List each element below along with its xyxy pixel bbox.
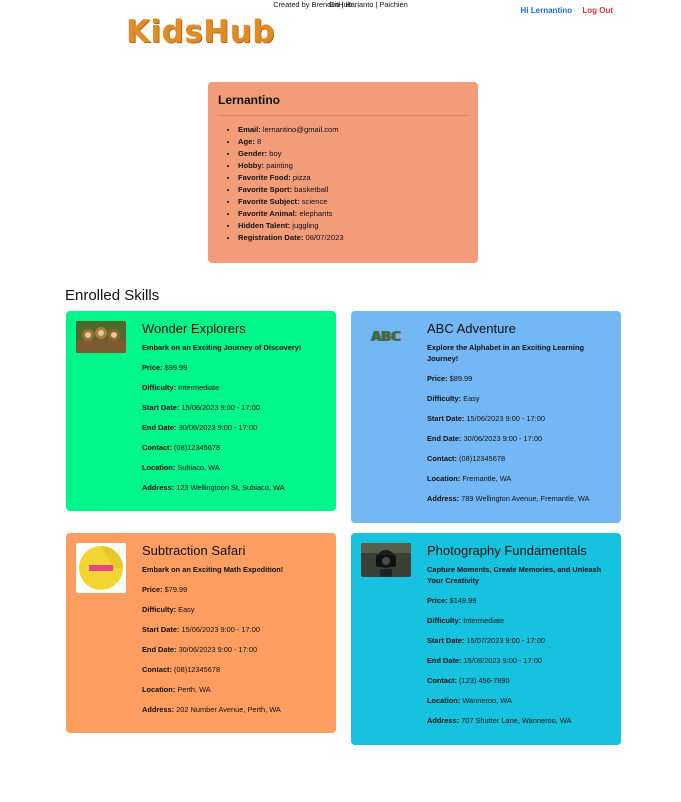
logout-link[interactable]: Log Out bbox=[582, 6, 613, 15]
profile-detail: Email: lernantino@gmail.com bbox=[238, 124, 468, 136]
skill-difficulty: Difficulty: Intermediate bbox=[427, 616, 505, 625]
skill-tagline: Explore the Alphabet in an Exciting Lear… bbox=[427, 343, 585, 363]
minus-sticker-icon bbox=[76, 543, 126, 593]
skill-end-date: End Date: 15/08/2023 9:00 - 17:00 bbox=[427, 656, 543, 665]
skill-card-wonder-explorers[interactable]: Wonder Explorers Embark on an Exciting J… bbox=[66, 311, 336, 511]
skill-location: Location: Subiaco, WA bbox=[142, 463, 220, 472]
profile-detail: Favorite Subject: science bbox=[238, 196, 468, 208]
skill-price: Price: $99.99 bbox=[142, 363, 188, 372]
skill-tagline: Embark on an Exciting Math Expedition! bbox=[142, 565, 284, 574]
skill-title: ABC Adventure bbox=[427, 321, 516, 336]
skill-end-date: End Date: 30/06/2023 9:00 - 17:00 bbox=[142, 645, 258, 654]
skill-address: Address: 202 Number Avenue, Perth, WA bbox=[142, 705, 281, 714]
skill-location: Location: Wanneroo, WA bbox=[427, 696, 512, 705]
skill-location: Location: Fremantle, WA bbox=[427, 474, 512, 483]
profile-detail: Favorite Sport: basketball bbox=[238, 184, 468, 196]
skill-price: Price: $89.99 bbox=[427, 374, 473, 383]
profile-detail: Hidden Talent: juggling bbox=[238, 220, 468, 232]
profile-detail: Registration Date: 08/07/2023 bbox=[238, 232, 468, 244]
profile-detail: Favorite Animal: elephants bbox=[238, 208, 468, 220]
skill-contact: Contact: (08)12345678 bbox=[142, 443, 221, 452]
skill-tagline: Capture Moments, Create Memories, and Un… bbox=[427, 565, 602, 585]
top-nav: Hi Lernantino Log Out bbox=[513, 6, 613, 15]
skill-title: Subtraction Safari bbox=[142, 543, 246, 558]
profile-detail: Gender: boy bbox=[238, 148, 468, 160]
kidshub-logo[interactable]: KidsHub bbox=[126, 14, 275, 50]
skill-card-abc-adventure[interactable]: ABC ABC Adventure Explore the Alphabet i… bbox=[351, 311, 621, 523]
skill-price: Price: $149.99 bbox=[427, 596, 477, 605]
skill-difficulty: Difficulty: Easy bbox=[142, 605, 195, 614]
skill-address: Address: 789 Wellington Avenue, Fremantl… bbox=[427, 494, 590, 503]
skill-start-date: Start Date: 15/06/2023 9:00 - 17:00 bbox=[427, 414, 545, 423]
skill-start-date: Start Date: 15/07/2023 9:00 - 17:00 bbox=[427, 636, 545, 645]
skill-address: Address: 123 Wellingtoon St, Subiaco, WA bbox=[142, 483, 285, 492]
skill-contact: Contact: (123) 456-7890 bbox=[427, 676, 510, 685]
skill-start-date: Start Date: 15/06/2023 9:00 - 17:00 bbox=[142, 625, 260, 634]
github-link[interactable]: GitHub bbox=[328, 0, 352, 9]
skill-location: Location: Perth, WA bbox=[142, 685, 211, 694]
enrolled-skills-heading: Enrolled Skills bbox=[65, 287, 160, 304]
profile-detail: Hobby: painting bbox=[238, 160, 468, 172]
camera-photographer-icon bbox=[361, 543, 411, 577]
profile-link[interactable]: Hi Lernantino bbox=[520, 6, 573, 15]
monkeys-photo-icon bbox=[76, 321, 126, 353]
profile-detail: Age: 8 bbox=[238, 136, 468, 148]
skill-title: Photography Fundamentals bbox=[427, 543, 587, 558]
skill-card-photography-fundamentals[interactable]: Photography Fundamentals Capture Moments… bbox=[351, 533, 621, 745]
skill-end-date: End Date: 30/06/2023 9:00 - 17:00 bbox=[142, 423, 258, 432]
skill-contact: Contact: (08)12345678 bbox=[142, 665, 221, 674]
skill-title: Wonder Explorers bbox=[142, 321, 246, 336]
skill-difficulty: Difficulty: Intermediate bbox=[142, 383, 220, 392]
skill-price: Price: $79.99 bbox=[142, 585, 188, 594]
skill-end-date: End Date: 30/06/2023 9:00 - 17:00 bbox=[427, 434, 543, 443]
profile-detail: Favorite Food: pizza bbox=[238, 172, 468, 184]
abc-letters-icon: ABC bbox=[371, 329, 401, 345]
skill-card-subtraction-safari[interactable]: Subtraction Safari Embark on an Exciting… bbox=[66, 533, 336, 733]
credits-text: Created by Brenden | Harianto | Paichien bbox=[273, 0, 408, 9]
profile-details-list: Email: lernantino@gmail.com Age: 8 Gende… bbox=[218, 124, 468, 244]
profile-card: Lernantino Email: lernantino@gmail.com A… bbox=[208, 82, 478, 263]
skill-contact: Contact: (08)12345678 bbox=[427, 454, 506, 463]
profile-name: Lernantino bbox=[218, 93, 468, 116]
skill-difficulty: Difficulty: Easy bbox=[427, 394, 480, 403]
skill-address: Address: 707 Shutter Lane, Wanneroo, WA bbox=[427, 716, 572, 725]
skill-tagline: Embark on an Exciting Journey of Discove… bbox=[142, 343, 302, 352]
skill-start-date: Start Date: 15/06/2023 9:00 - 17:00 bbox=[142, 403, 260, 412]
